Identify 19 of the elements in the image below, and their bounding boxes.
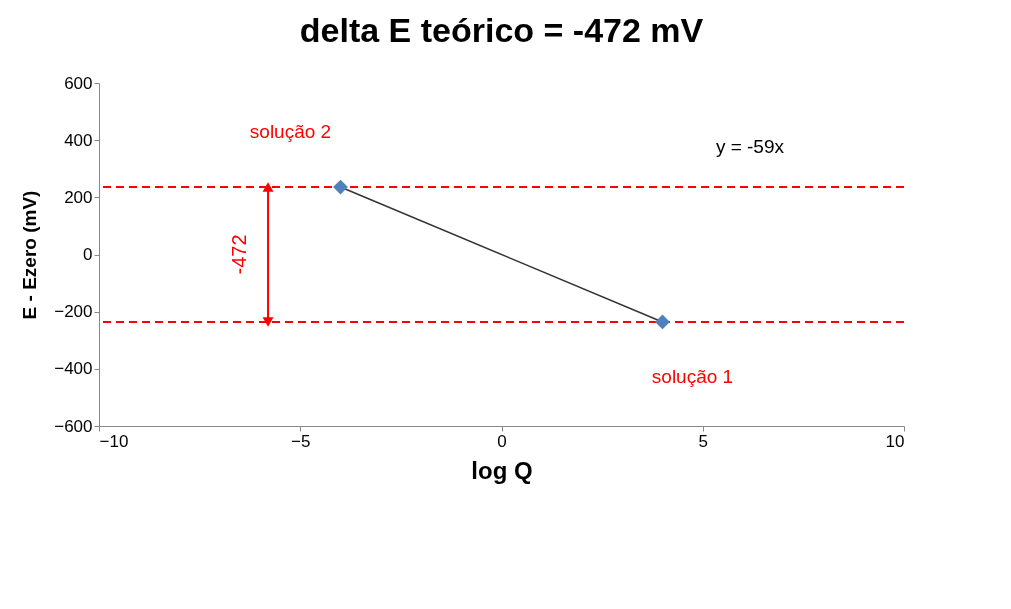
y-tick-label: 400: [64, 130, 93, 150]
annotation: y = -59x: [715, 136, 785, 157]
y-tick-label: −200: [54, 302, 93, 322]
x-tick-label: 0: [497, 431, 507, 451]
x-tick-label: 10: [885, 431, 905, 451]
annotation: solução 1: [651, 365, 734, 387]
annotation: -472: [228, 234, 251, 275]
x-axis-title: log Q: [471, 456, 533, 484]
x-tick-label: −5: [291, 431, 311, 451]
x-tick-label: −10: [99, 431, 129, 451]
y-tick-label: −400: [54, 359, 93, 379]
chart-title: delta E teórico = -472 mV: [299, 11, 704, 49]
y-tick-label: 600: [64, 73, 93, 93]
y-axis-title: E - Ezero (mV): [19, 190, 41, 320]
x-tick-label: 5: [698, 431, 708, 451]
annotation: solução 2: [249, 121, 332, 143]
y-tick-label: 0: [83, 245, 93, 264]
y-tick-label: −600: [54, 416, 93, 436]
y-tick-label: 200: [64, 187, 93, 207]
